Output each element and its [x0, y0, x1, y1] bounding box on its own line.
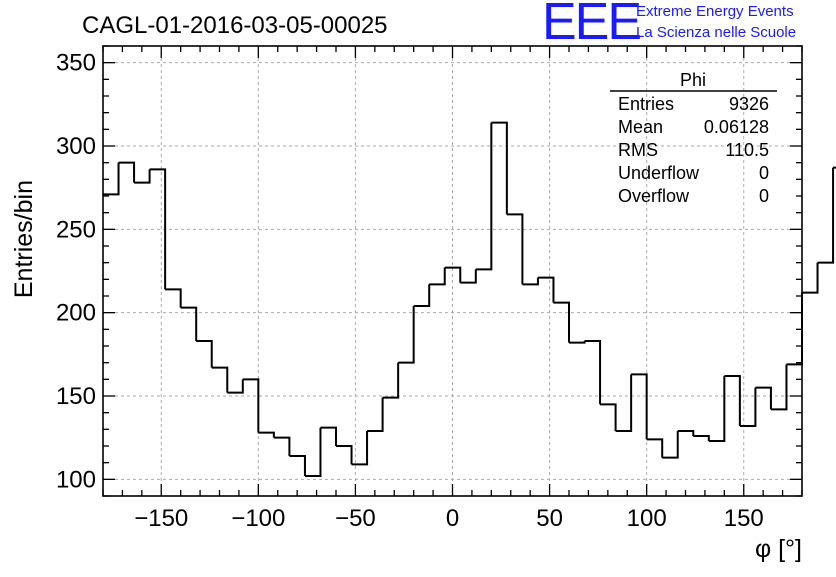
histogram-bin: [336, 445, 353, 465]
tick-labels: −150 −100 −50 0 50 100 150 100 150 200 250 300 350: [56, 50, 764, 532]
stats-row-label: Overflow: [618, 186, 690, 206]
histogram-bin: [227, 379, 244, 394]
stats-row-label: Entries: [618, 94, 674, 114]
x-tick-label: −50: [335, 505, 376, 532]
x-tick-label: −150: [134, 505, 188, 532]
histogram-bin: [817, 167, 835, 264]
histogram-bin: [755, 386, 772, 410]
stats-title: Phi: [680, 70, 706, 90]
x-tick-label: 50: [536, 505, 563, 532]
histogram-bin: [118, 161, 136, 183]
histogram-bin: [677, 430, 695, 436]
x-axis-label: φ [°]: [755, 535, 802, 563]
stats-row-label: Mean: [618, 117, 663, 137]
chart-title: CAGL-01-2016-03-05-00025: [82, 12, 388, 39]
histogram-bin: [584, 340, 602, 405]
y-tick-label: 350: [56, 50, 96, 77]
histogram-bin: [273, 436, 291, 456]
stats-rows: Entries 9326 Mean 0.06128 RMS 110.5 Underflow 0…: [618, 94, 769, 206]
histogram-bin: [196, 340, 213, 368]
histogram-bars: [103, 121, 836, 477]
histogram-bin: [134, 169, 151, 184]
histogram-bin: [211, 366, 229, 393]
stats-row-value: 110.5: [725, 140, 769, 160]
histogram-bin: [569, 341, 586, 344]
histogram-bin: [522, 277, 539, 286]
x-tick-label: 100: [627, 505, 667, 532]
histogram-bin: [304, 427, 322, 477]
histogram-bin: [429, 267, 446, 286]
histogram-bin: [693, 435, 710, 441]
histogram-bin: [444, 266, 462, 283]
histogram-bin: [180, 306, 198, 341]
histogram-bin: [398, 306, 415, 364]
stats-row-label: RMS: [618, 140, 658, 160]
branding-line-1: Extreme Energy Events: [636, 3, 794, 20]
histogram-bin: [460, 269, 477, 284]
histogram-bin: [475, 122, 493, 271]
histogram-bin: [802, 262, 819, 294]
histogram-bin: [708, 376, 726, 442]
branding-line-2: La Scienza nelle Scuole: [636, 24, 797, 41]
stats-row-value: 0: [759, 186, 769, 206]
histogram-bin: [553, 301, 570, 343]
stats-row-value: 9326: [729, 94, 769, 114]
histogram-bin: [646, 438, 664, 458]
histogram-bin: [103, 162, 120, 196]
y-tick-label: 300: [56, 133, 96, 160]
histogram-bin: [413, 284, 431, 307]
histogram-bin: [506, 213, 524, 285]
histogram-bin: [770, 364, 788, 411]
x-tick-label: 150: [724, 505, 764, 532]
stats-row-value: 0.06128: [704, 117, 769, 137]
stats-row-value: 0: [759, 163, 769, 183]
x-tick-label: −100: [231, 505, 285, 532]
histogram-bin: [786, 292, 803, 366]
axis-ticks: [102, 45, 803, 497]
y-axis-label: Entries/bin: [10, 180, 38, 298]
histogram-bin: [537, 276, 555, 303]
histogram-bin: [382, 362, 400, 399]
histogram-bin: [165, 288, 182, 308]
histogram-bin: [320, 426, 337, 446]
y-tick-label: 250: [56, 216, 96, 243]
histogram-bin: [351, 431, 369, 466]
histogram-bin: [367, 397, 384, 432]
grid-lines: [103, 46, 802, 496]
histogram-bin: [739, 387, 757, 427]
histogram-bin: [724, 375, 741, 426]
y-tick-label: 100: [56, 466, 96, 493]
eee-logo: EEE: [542, 0, 642, 51]
histogram-bin: [491, 121, 508, 215]
histogram-bin: [258, 431, 275, 438]
histogram-bin: [600, 403, 617, 431]
y-tick-label: 150: [56, 383, 96, 410]
stats-box: Phi Entries 9326 Mean 0.06128 RMS 110.5 Underf…: [610, 70, 777, 206]
histogram-bin: [289, 455, 306, 476]
histogram-bin: [615, 374, 633, 432]
histogram-bin: [242, 378, 260, 433]
y-tick-label: 200: [56, 300, 96, 327]
x-tick-label: 0: [446, 505, 459, 532]
histogram-bin: [149, 168, 167, 290]
stats-row-label: Underflow: [618, 163, 700, 183]
histogram-bin: [631, 373, 648, 440]
histogram-bin: [662, 431, 679, 459]
